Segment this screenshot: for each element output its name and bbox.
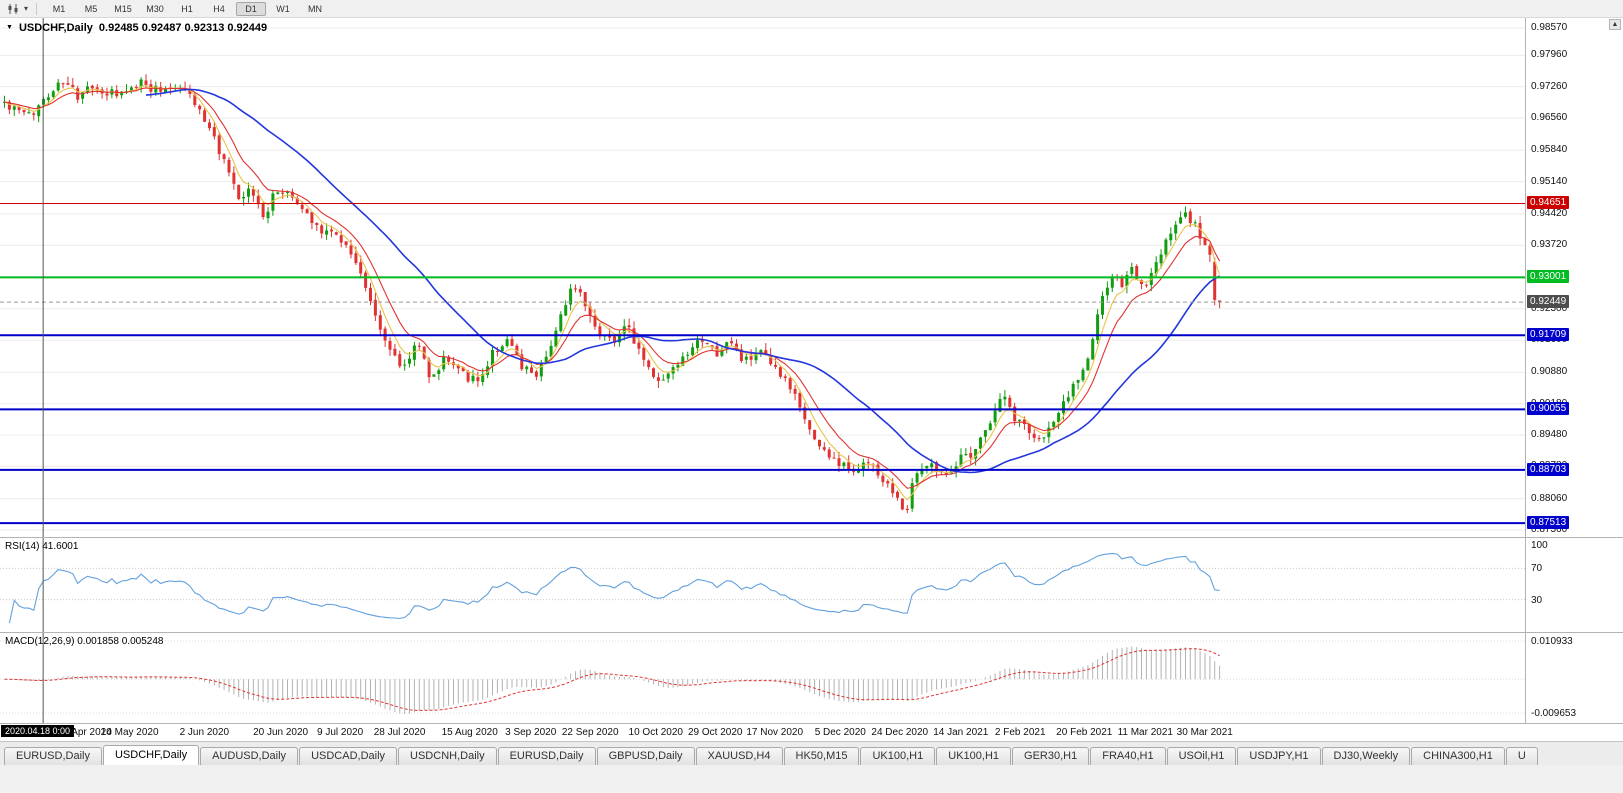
chart-tab-eurusd-daily[interactable]: EURUSD,Daily xyxy=(4,747,102,765)
level-price-label: 0.87513 xyxy=(1527,516,1570,530)
chart-tab-usoil-h1[interactable]: USOil,H1 xyxy=(1166,747,1237,765)
price-tick-label: 0.93720 xyxy=(1531,239,1568,251)
candlestick-chart[interactable] xyxy=(0,18,1525,537)
chart-tab-fra40-h1[interactable]: FRA40,H1 xyxy=(1090,747,1166,765)
date-tick-label: 22 Sep 2020 xyxy=(561,727,619,738)
macd-scale: 0.010933 -0.009653 xyxy=(1525,632,1623,723)
price-tick-label: 0.97960 xyxy=(1531,49,1568,61)
chart-cursor-tool-icon[interactable] xyxy=(4,2,22,16)
date-tick-label: 9 Jul 2020 xyxy=(316,727,364,738)
level-price-label: 0.88703 xyxy=(1527,462,1570,476)
rsi-tick-label: 70 xyxy=(1531,563,1543,575)
timeframe-button-d1[interactable]: D1 xyxy=(236,1,267,16)
date-axis[interactable]: 2020.04.18 0:00 Apr 2020 14 May 2020 2 Jun… xyxy=(0,723,1623,741)
date-tick-label: 30 Mar 2021 xyxy=(1176,727,1233,738)
timeframe-button-h1[interactable]: H1 xyxy=(181,3,193,14)
main-chart-panel[interactable]: ▼ USDCHF,Daily 0.92485 0.92487 0.92313 0… xyxy=(0,18,1525,537)
price-tick-label: 0.92300 xyxy=(1531,302,1568,314)
date-tick-label: 20 Feb 2021 xyxy=(1056,727,1113,738)
chart-tab-gbpusd-daily[interactable]: GBPUSD,Daily xyxy=(596,747,695,765)
timeframe-button-m30[interactable]: M30 xyxy=(146,3,164,14)
price-tick-label: 0.95840 xyxy=(1531,144,1568,156)
timeframe-button-h4[interactable]: H4 xyxy=(213,3,225,14)
chart-tab-uk100-h1[interactable]: UK100,H1 xyxy=(936,747,1012,765)
date-tick-label: 2 Feb 2021 xyxy=(994,727,1046,738)
rsi-panel[interactable]: RSI(14) 41.6001 xyxy=(0,537,1525,632)
price-tick-label: 0.97260 xyxy=(1531,80,1568,92)
price-tick-label: 0.98570 xyxy=(1531,22,1568,33)
chart-tab-usdjpy-h1[interactable]: USDJPY,H1 xyxy=(1237,747,1321,765)
date-tick-label: 29 Oct 2020 xyxy=(687,727,743,738)
toolbar-separator xyxy=(36,2,38,15)
price-tick-label: 0.87360 xyxy=(1531,524,1568,535)
rsi-tick-label: 30 xyxy=(1531,594,1543,606)
price-tick-label: 0.94420 xyxy=(1531,207,1568,219)
macd-chart[interactable] xyxy=(0,633,1525,723)
macd-tick-label: 0.010933 xyxy=(1531,636,1573,647)
date-tick-label: Apr 2020 xyxy=(71,727,112,738)
date-tick-label: 28 Jul 2020 xyxy=(373,727,426,738)
chart-tab-usdcnh-daily[interactable]: USDCNH,Daily xyxy=(398,747,497,765)
chart-tab-usdchf-daily[interactable]: USDCHF,Daily xyxy=(102,745,200,765)
chart-tab-dj30-weekly[interactable]: DJ30,Weekly xyxy=(1321,747,1411,765)
date-tick-label: 5 Dec 2020 xyxy=(814,727,866,738)
price-tick-label: 0.90880 xyxy=(1531,366,1568,378)
toolbar: ▾ M1 M5 M15 M30 H1 H4 D1 W1 MN xyxy=(0,0,1623,18)
timeframe-button-mn[interactable]: MN xyxy=(308,3,323,14)
chart-tab-usdcad-daily[interactable]: USDCAD,Daily xyxy=(299,747,398,765)
date-tick-label: 10 Oct 2020 xyxy=(628,727,683,738)
level-price-label: 0.93001 xyxy=(1527,270,1570,284)
chart-tab-bar: EURUSD,Daily USDCHF,Daily AUDUSD,Daily USDC… xyxy=(0,741,1623,765)
status-strip xyxy=(0,765,1623,793)
macd-tick-label: -0.009653 xyxy=(1531,708,1577,719)
timeframe-button-m5[interactable]: M5 xyxy=(84,3,98,14)
level-price-label: 0.90055 xyxy=(1527,402,1570,416)
date-tick-label: 14 Jan 2021 xyxy=(933,727,989,738)
chart-tab-u[interactable]: U xyxy=(1505,747,1538,765)
timeframe-button-m1[interactable]: M1 xyxy=(52,3,66,14)
chart-tab-audusd-daily[interactable]: AUDUSD,Daily xyxy=(200,747,299,765)
date-tick-label: 11 Mar 2021 xyxy=(1117,727,1173,738)
timeframe-button-m15[interactable]: M15 xyxy=(114,3,132,14)
date-tick-label: 17 Nov 2020 xyxy=(746,727,804,738)
current-price-label: 0.92449 xyxy=(1527,295,1570,309)
date-tick-label: 14 May 2020 xyxy=(100,727,159,738)
price-tick-label: 0.88060 xyxy=(1531,492,1568,504)
rsi-chart[interactable] xyxy=(0,538,1525,632)
chart-tab-xauusd-h4[interactable]: XAUUSD,H4 xyxy=(695,747,783,765)
chart-tab-hk50-m15[interactable]: HK50,M15 xyxy=(783,747,860,765)
chart-tab-eurusd-daily[interactable]: EURUSD,Daily xyxy=(497,747,596,765)
scale-scroll-up-button[interactable]: ▲ xyxy=(1609,19,1621,30)
timeframe-button-w1[interactable]: W1 xyxy=(276,3,290,14)
macd-panel[interactable]: MACD(12,26,9) 0.001858 0.005248 xyxy=(0,632,1525,723)
chart-tab-china300-h1[interactable]: CHINA300,H1 xyxy=(1411,747,1505,765)
chart-tab-uk100-h1[interactable]: UK100,H1 xyxy=(860,747,936,765)
price-tick-label: 0.96560 xyxy=(1531,112,1568,123)
level-price-label: 0.91709 xyxy=(1527,328,1570,342)
chart-tab-ger30-h1[interactable]: GER30,H1 xyxy=(1012,747,1090,765)
price-tick-label: 0.89480 xyxy=(1531,429,1568,441)
price-tick-label: 0.95140 xyxy=(1531,175,1568,187)
rsi-scale: 100 70 30 xyxy=(1525,537,1623,632)
date-tick-label: 2 Jun 2020 xyxy=(179,727,230,738)
date-tick-label: 15 Aug 2020 xyxy=(441,727,498,738)
timeframe-group: M1 M5 M15 M30 H1 H4 D1 W1 MN xyxy=(43,1,331,16)
date-tick-label: 3 Sep 2020 xyxy=(505,727,557,738)
date-tick-label: 24 Dec 2020 xyxy=(871,727,929,738)
crosshair-date-tag: 2020.04.18 0:00 xyxy=(1,725,75,737)
date-tick-label: 20 Jun 2020 xyxy=(253,727,309,738)
rsi-tick-label: 100 xyxy=(1531,540,1548,551)
chevron-down-icon[interactable]: ▾ xyxy=(24,4,29,13)
price-scale[interactable]: ▲ 0.98570 0.97960 0.97260 0.96560 0.95840 0.9… xyxy=(1525,18,1623,537)
level-price-label: 0.94651 xyxy=(1527,196,1570,210)
candlestick-icon xyxy=(8,3,18,14)
